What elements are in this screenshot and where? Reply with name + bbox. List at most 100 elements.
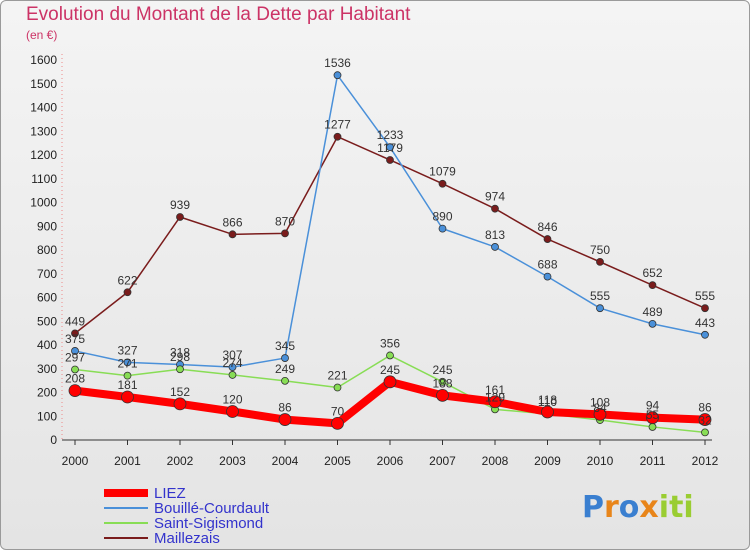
data-label: 375 bbox=[65, 332, 85, 346]
data-point bbox=[331, 416, 344, 430]
data-point bbox=[333, 71, 342, 80]
data-point bbox=[386, 143, 394, 152]
y-tick-label: 1100 bbox=[31, 172, 57, 186]
legend: LIEZBouillé-CourdaultSaint-SigismondMail… bbox=[104, 485, 270, 547]
data-label: 208 bbox=[65, 372, 85, 386]
data-point bbox=[123, 371, 132, 380]
data-label: 249 bbox=[275, 362, 295, 376]
data-point bbox=[701, 304, 709, 313]
data-label: 181 bbox=[117, 378, 137, 392]
data-label: 245 bbox=[432, 363, 452, 377]
data-label: 356 bbox=[380, 336, 400, 350]
x-tick-label: 2000 bbox=[62, 454, 89, 468]
data-label: 271 bbox=[117, 357, 137, 371]
x-tick-label: 2006 bbox=[377, 454, 404, 468]
data-label: 32 bbox=[698, 413, 712, 427]
data-point bbox=[281, 354, 289, 362]
data-label: 866 bbox=[222, 215, 242, 229]
data-point bbox=[491, 243, 499, 251]
data-point bbox=[701, 428, 709, 437]
y-tick-label: 1600 bbox=[30, 53, 57, 67]
y-tick-label: 100 bbox=[37, 409, 57, 423]
data-labels: 449 622 939 866 870 1277 1179 1079 974 846 750 652 5… bbox=[65, 118, 715, 329]
data-label: 70 bbox=[331, 404, 345, 418]
y-tick-label: 1500 bbox=[30, 77, 57, 91]
data-label: 890 bbox=[432, 210, 452, 224]
data-point bbox=[176, 365, 184, 374]
data-point bbox=[333, 383, 342, 392]
data-label: 813 bbox=[485, 228, 505, 242]
data-point bbox=[121, 390, 134, 404]
x-tick-label: 2011 bbox=[640, 454, 666, 468]
data-label: 245 bbox=[380, 363, 400, 377]
y-tick-label: 400 bbox=[37, 338, 57, 352]
data-label: 108 bbox=[590, 395, 610, 409]
legend-item: LIEZ bbox=[154, 485, 186, 502]
x-tick-label: 2008 bbox=[482, 454, 509, 468]
data-label: 1179 bbox=[377, 141, 403, 155]
y-tick-label: 600 bbox=[37, 291, 57, 305]
axes: 0 100 200 300 400 500 600 700 800 900 1000 1100 1200… bbox=[30, 53, 718, 468]
y-tick-label: 1300 bbox=[30, 124, 57, 138]
data-label: 161 bbox=[485, 383, 505, 397]
data-point bbox=[173, 397, 187, 411]
data-label: 94 bbox=[646, 399, 660, 413]
data-point bbox=[383, 375, 397, 389]
data-label: 1079 bbox=[429, 165, 456, 179]
data-label: 489 bbox=[642, 305, 662, 319]
y-tick-label: 700 bbox=[37, 267, 57, 281]
data-label: 120 bbox=[222, 393, 242, 407]
series-line bbox=[74, 135, 706, 335]
data-point bbox=[71, 365, 79, 374]
data-label: 297 bbox=[65, 350, 85, 364]
data-point bbox=[488, 395, 502, 409]
series-bouill-courdault bbox=[71, 71, 709, 371]
data-point bbox=[71, 329, 79, 338]
x-tick-label: 2004 bbox=[272, 454, 299, 468]
data-point bbox=[281, 376, 289, 385]
data-label: 622 bbox=[117, 273, 137, 287]
data-point bbox=[228, 371, 237, 379]
data-label: 1536 bbox=[324, 56, 351, 70]
series-maillezais bbox=[71, 132, 709, 338]
data-point bbox=[438, 179, 447, 188]
data-point bbox=[646, 411, 659, 425]
data-label: 152 bbox=[170, 385, 190, 399]
data-label: 221 bbox=[327, 369, 347, 383]
legend-item: Saint-Sigismond bbox=[154, 515, 263, 532]
data-label: 86 bbox=[278, 401, 292, 415]
x-tick-label: 2001 bbox=[114, 454, 141, 468]
data-label: 188 bbox=[432, 376, 452, 390]
data-point bbox=[438, 224, 447, 233]
data-point bbox=[491, 204, 499, 213]
data-label: 939 bbox=[170, 198, 190, 212]
data-point bbox=[333, 132, 342, 141]
data-point bbox=[648, 319, 657, 328]
x-tick-label: 2009 bbox=[534, 454, 561, 468]
data-point bbox=[281, 229, 289, 238]
y-tick-label: 0 bbox=[50, 433, 57, 447]
chart-unit: (en €) bbox=[26, 28, 58, 42]
y-tick-label: 1000 bbox=[30, 196, 57, 210]
data-point bbox=[543, 272, 552, 281]
y-tick-label: 1400 bbox=[30, 101, 57, 115]
legend-item: Maillezais bbox=[154, 530, 220, 547]
proxiti-logo: Proxiti bbox=[582, 490, 694, 525]
data-labels: 297 271 298 274 249 221 356 245 129 110 84 55 32 bbox=[65, 336, 712, 427]
data-point bbox=[71, 347, 79, 355]
data-label: 688 bbox=[537, 258, 557, 272]
data-label: 298 bbox=[170, 350, 190, 364]
series-liez bbox=[68, 375, 712, 430]
data-label: 555 bbox=[695, 289, 715, 303]
data-label: 274 bbox=[222, 356, 242, 370]
y-tick-label: 500 bbox=[37, 314, 57, 328]
data-point bbox=[698, 413, 712, 426]
data-label: 118 bbox=[538, 393, 557, 407]
data-point bbox=[123, 358, 132, 367]
x-tick-label: 2012 bbox=[692, 454, 719, 468]
data-label: 345 bbox=[275, 339, 295, 353]
data-point bbox=[228, 363, 237, 371]
data-label: 307 bbox=[222, 348, 242, 362]
